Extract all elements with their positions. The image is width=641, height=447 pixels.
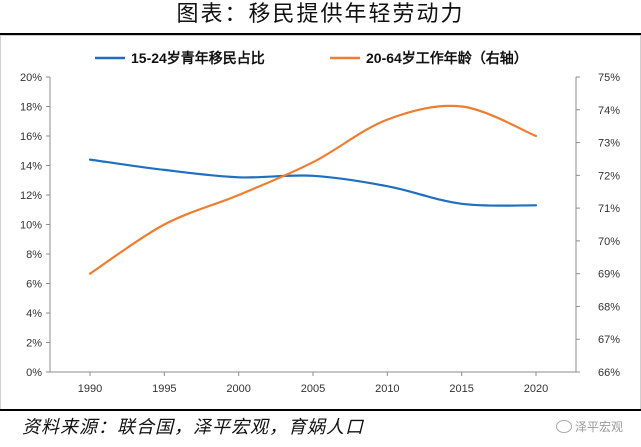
left-tick-label: 10%	[20, 220, 42, 232]
left-tick-label: 12%	[20, 190, 42, 202]
x-tick-label: 2015	[449, 383, 473, 395]
left-tick-label: 14%	[20, 161, 42, 173]
x-tick-label: 2005	[301, 383, 325, 395]
source-note: 资料来源：联合国，泽平宏观，育娲人口	[22, 417, 364, 438]
series-line-1	[88, 158, 538, 207]
left-tick-label: 0%	[26, 367, 42, 379]
title-rule	[0, 33, 641, 35]
legend-label-1: 15-24岁青年移民占比	[131, 50, 265, 66]
line-chart: 15-24岁青年移民占比 20-64岁工作年龄（右轴） 0% 2% 4% 6% 8% 10%…	[0, 35, 641, 410]
right-tick-label: 66%	[598, 367, 620, 379]
legend: 15-24岁青年移民占比 20-64岁工作年龄（右轴）	[95, 50, 528, 66]
left-tick-label: 8%	[26, 249, 42, 261]
left-tick-label: 20%	[20, 72, 42, 84]
right-tick-label: 71%	[598, 203, 620, 215]
right-tick-label: 75%	[598, 72, 620, 84]
x-tick-label: 2010	[375, 383, 399, 395]
left-axis: 0% 2% 4% 6% 8% 10% 12% 14% 16% 18% 20%	[20, 72, 51, 379]
watermark: 泽平宏观	[555, 418, 623, 435]
x-tick-label: 1995	[152, 383, 176, 395]
x-tick-label: 2000	[226, 383, 250, 395]
series-line-2	[88, 104, 538, 275]
wechat-icon	[555, 420, 572, 433]
right-tick-label: 68%	[598, 301, 620, 313]
legend-label-2: 20-64岁工作年龄（右轴）	[366, 50, 528, 66]
chart-title: 图表：移民提供年轻劳动力	[176, 2, 465, 27]
watermark-text: 泽平宏观	[574, 420, 623, 434]
right-tick-label: 74%	[598, 105, 620, 117]
source-rule	[0, 409, 641, 411]
left-tick-label: 6%	[26, 279, 42, 291]
series-group	[88, 104, 538, 275]
right-tick-label: 73%	[598, 138, 620, 150]
right-tick-label: 72%	[598, 170, 620, 182]
x-tick-label: 1990	[78, 383, 102, 395]
x-tick-label: 2020	[524, 383, 548, 395]
left-tick-label: 2%	[26, 338, 42, 350]
left-tick-label: 18%	[20, 102, 42, 114]
right-tick-label: 69%	[598, 269, 620, 281]
left-tick-label: 16%	[20, 131, 42, 143]
x-axis: 1990 1995 2000 2005 2010 2015 2020	[50, 371, 576, 395]
plot-frame	[0, 35, 641, 410]
left-tick-label: 4%	[26, 308, 42, 320]
right-axis: 66% 67% 68% 69% 70% 71% 72% 73% 74% 75%	[575, 72, 620, 379]
right-tick-label: 70%	[598, 236, 620, 248]
right-tick-label: 67%	[598, 334, 620, 346]
